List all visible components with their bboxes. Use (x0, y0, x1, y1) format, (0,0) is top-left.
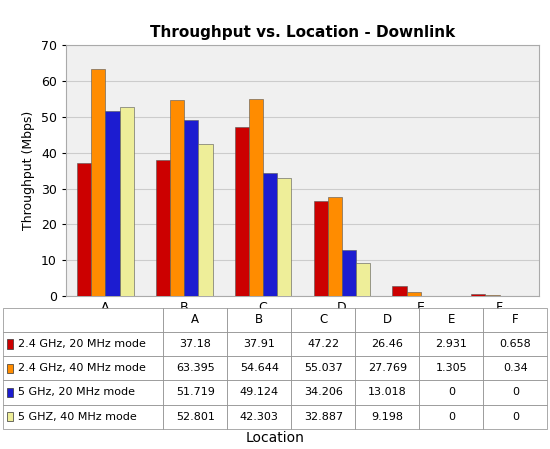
Text: 52.801: 52.801 (176, 412, 215, 422)
Bar (263, 173, 277, 296)
Bar (342, 250, 356, 296)
Text: 51.719: 51.719 (176, 387, 215, 397)
Bar (119, 107, 134, 296)
Text: 49.124: 49.124 (240, 387, 279, 397)
Text: Location: Location (245, 431, 305, 445)
Text: 37.18: 37.18 (179, 339, 211, 349)
Bar (199, 145, 213, 296)
Text: 1.305: 1.305 (436, 363, 467, 373)
Y-axis label: Throughput (Mbps): Throughput (Mbps) (23, 111, 35, 230)
Bar (314, 201, 328, 296)
Text: 32.887: 32.887 (304, 412, 343, 422)
Bar (235, 127, 249, 296)
Text: 27.769: 27.769 (368, 363, 407, 373)
Bar (406, 292, 421, 296)
Bar (486, 295, 499, 296)
Bar (156, 160, 170, 296)
Text: 26.46: 26.46 (371, 339, 403, 349)
Text: A: A (191, 313, 199, 326)
Text: 13.018: 13.018 (368, 387, 406, 397)
Text: 54.644: 54.644 (240, 363, 279, 373)
Bar (170, 100, 184, 296)
Text: D: D (383, 313, 392, 326)
Text: 34.206: 34.206 (304, 387, 343, 397)
Bar (249, 99, 263, 296)
Text: 42.303: 42.303 (240, 412, 279, 422)
Bar (106, 110, 119, 296)
Text: 63.395: 63.395 (176, 363, 214, 373)
Bar (392, 286, 406, 296)
Text: 5 GHz, 20 MHz mode: 5 GHz, 20 MHz mode (18, 387, 135, 397)
Text: 2.4 GHz, 20 MHz mode: 2.4 GHz, 20 MHz mode (18, 339, 146, 349)
Text: 0.658: 0.658 (499, 339, 531, 349)
Title: Throughput vs. Location - Downlink: Throughput vs. Location - Downlink (150, 25, 455, 40)
Text: C: C (319, 313, 327, 326)
Text: E: E (448, 313, 455, 326)
Text: 0: 0 (512, 412, 519, 422)
Bar (328, 197, 342, 296)
Bar (471, 294, 486, 296)
Bar (77, 163, 91, 296)
Text: 55.037: 55.037 (304, 363, 343, 373)
Text: 0: 0 (448, 412, 455, 422)
Text: 2.4 GHz, 40 MHz mode: 2.4 GHz, 40 MHz mode (18, 363, 146, 373)
Bar (91, 69, 106, 296)
Text: 47.22: 47.22 (307, 339, 339, 349)
Text: B: B (255, 313, 263, 326)
Text: 0.34: 0.34 (503, 363, 527, 373)
Bar (277, 178, 292, 296)
Text: 5 GHZ, 40 MHz mode: 5 GHZ, 40 MHz mode (18, 412, 137, 422)
Text: 0: 0 (448, 387, 455, 397)
Text: 0: 0 (512, 387, 519, 397)
Text: 9.198: 9.198 (371, 412, 403, 422)
Text: 2.931: 2.931 (436, 339, 467, 349)
Text: 37.91: 37.91 (244, 339, 276, 349)
Text: F: F (512, 313, 519, 326)
Bar (184, 120, 199, 296)
Bar (356, 263, 370, 296)
